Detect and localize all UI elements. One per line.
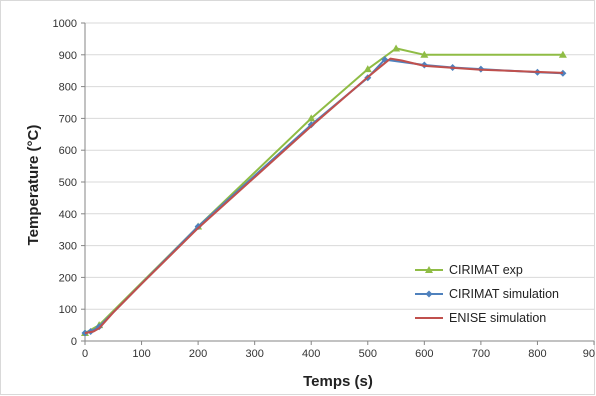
legend-label: ENISE simulation — [449, 311, 546, 325]
legend-label: CIRIMAT simulation — [449, 287, 559, 301]
y-tick-label: 100 — [59, 304, 77, 316]
data-series — [81, 44, 567, 337]
data-point — [307, 114, 316, 122]
data-point — [559, 69, 567, 77]
series-line — [84, 57, 563, 335]
data-point — [392, 44, 401, 52]
triangle-marker-icon — [425, 266, 433, 273]
y-tick-label: 400 — [59, 209, 77, 221]
y-tick-label: 200 — [59, 272, 77, 284]
x-tick-label: 0 — [82, 348, 88, 360]
gridlines — [85, 22, 594, 310]
y-tick-label: 0 — [71, 336, 77, 348]
tick-labels: 0 100 200 300 400 500 600 700 800 900100200300400… — [53, 18, 595, 360]
y-tick-label: 900 — [59, 50, 77, 62]
data-point — [307, 121, 315, 129]
axes — [81, 22, 595, 345]
legend-entry-cirimat-exp: CIRIMAT exp — [415, 263, 523, 277]
data-point — [194, 223, 202, 231]
data-point — [558, 50, 567, 58]
y-tick-label: 1000 — [53, 18, 77, 30]
x-tick-label: 600 — [415, 348, 433, 360]
x-tick-label: 400 — [302, 348, 320, 360]
diamond-marker-icon — [425, 290, 433, 298]
data-point — [363, 65, 372, 73]
y-tick-label: 800 — [59, 82, 77, 94]
y-tick-label: 600 — [59, 145, 77, 157]
y-tick-label: 300 — [59, 241, 77, 253]
legend-entry-cirimat-simulation: CIRIMAT simulation — [415, 287, 559, 301]
x-tick-label: 500 — [359, 348, 377, 360]
y-axis-title: Temperature (°C) — [25, 125, 42, 246]
x-tick-label: 300 — [245, 348, 263, 360]
y-tick-label: 500 — [59, 177, 77, 189]
y-tick-label: 700 — [59, 113, 77, 125]
x-tick-label: 800 — [528, 348, 546, 360]
legend: CIRIMAT exp CIRIMAT simulation ENISE sim… — [415, 263, 559, 325]
x-tick-label: 90 — [583, 348, 595, 360]
x-axis-title: Temps (s) — [303, 373, 373, 390]
x-tick-label: 100 — [132, 348, 150, 360]
data-point — [420, 50, 429, 58]
x-tick-label: 200 — [189, 348, 207, 360]
legend-label: CIRIMAT exp — [449, 263, 523, 277]
legend-entry-enise-simulation: ENISE simulation — [415, 311, 546, 325]
series-enise-simulation — [84, 57, 563, 335]
x-tick-label: 700 — [472, 348, 490, 360]
